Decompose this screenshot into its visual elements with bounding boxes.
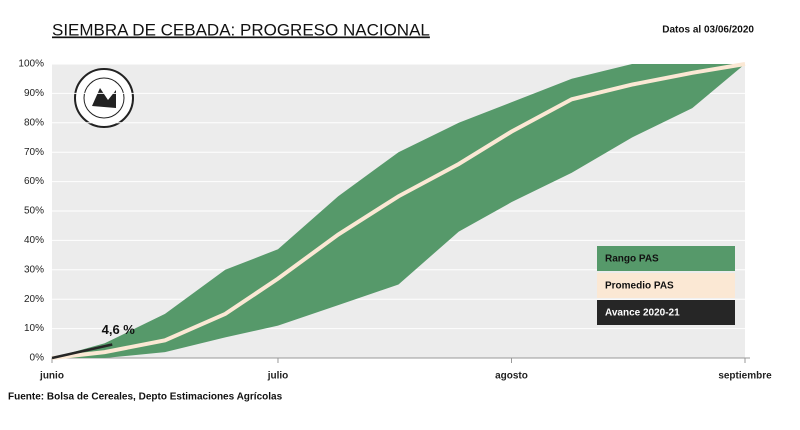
x-tick-label: julio [267,371,289,382]
chart-title: SIEMBRA DE CEBADA: PROGRESO NACIONAL [52,20,430,39]
range-band [52,64,745,358]
y-tick-label: 100% [18,59,44,70]
legend-swatch [597,300,735,325]
y-tick-label: 20% [24,294,44,305]
y-tick-label: 70% [24,147,44,158]
y-tick-label: 60% [24,176,44,187]
legend-swatch [597,246,735,271]
x-tick-label: agosto [495,371,528,382]
mean-line [51,62,746,360]
y-tick-label: 0% [30,353,45,364]
x-tick-label: junio [39,371,64,382]
y-tick-label: 90% [24,88,44,99]
y-tick-label: 40% [24,235,44,246]
legend-label: Avance 2020-21 [605,308,680,319]
legend-label: Rango PAS [605,254,659,265]
x-tick-label: septiembre [718,371,772,382]
legend-label: Promedio PAS [605,281,674,292]
y-tick-label: 10% [24,323,44,334]
y-tick-label: 50% [24,206,44,217]
progress-line [51,343,113,360]
y-tick-label: 80% [24,117,44,128]
y-tick-label: 30% [24,264,44,275]
source-note: Fuente: Bolsa de Cereales, Depto Estimac… [8,392,283,403]
chart-subtitle: Datos al 03/06/2020 [662,25,754,36]
data-label: 4,6 % [102,322,136,337]
legend-swatch [597,273,735,298]
logo [74,68,134,128]
